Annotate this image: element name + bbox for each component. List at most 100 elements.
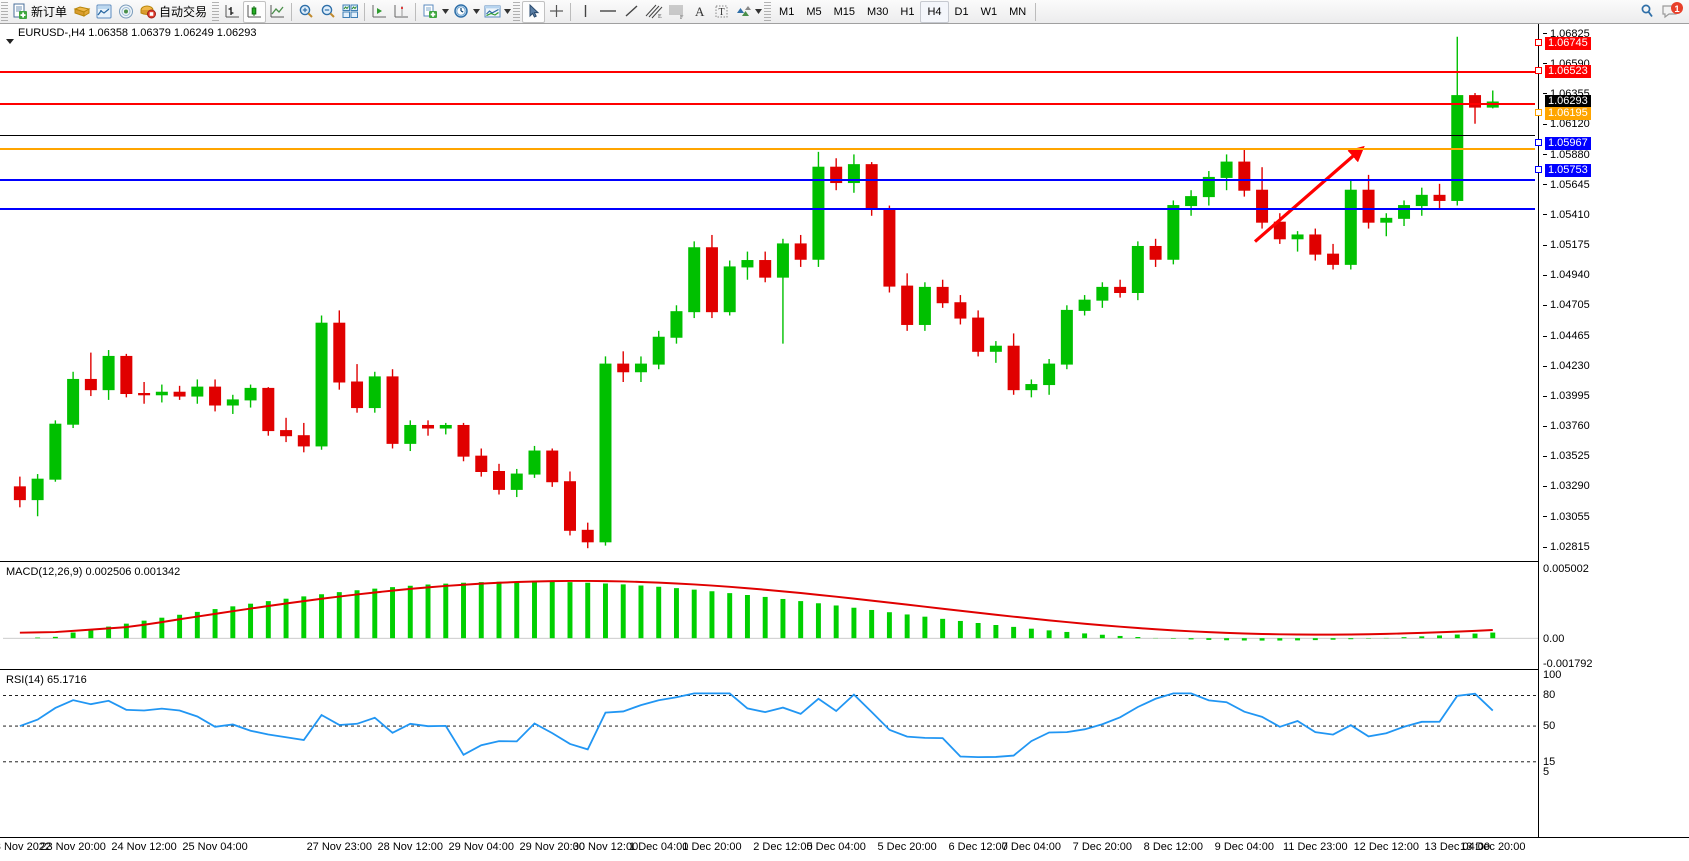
text-label-icon[interactable]: T — [710, 1, 732, 23]
price-tick: 1.05645 — [1543, 179, 1590, 191]
time-tick: 13 Dec 20:00 — [1460, 841, 1526, 853]
macd-title: MACD(12,26,9) 0.002506 0.001342 — [6, 566, 181, 578]
period-clock-icon[interactable] — [450, 1, 472, 23]
time-tick: 7 Dec 04:00 — [1001, 841, 1062, 853]
timeframe-D1[interactable]: D1 — [954, 5, 969, 18]
fibonacci-icon[interactable]: F — [665, 1, 688, 23]
annotation-layer[interactable] — [3, 24, 1538, 561]
price-plot[interactable] — [3, 24, 1538, 561]
price-line-resistance-1[interactable] — [0, 71, 1535, 73]
indicators-dropdown-caret-icon[interactable] — [441, 9, 450, 14]
trendline-icon[interactable] — [620, 1, 642, 23]
auto-trading-button[interactable]: 自动交易 — [137, 1, 211, 23]
period-dropdown-caret-icon[interactable] — [472, 9, 481, 14]
price-tick: 1.03995 — [1543, 390, 1590, 402]
bar-chart-icon[interactable] — [221, 1, 243, 23]
toolbar-grip-2[interactable] — [212, 1, 220, 22]
zoom-in-icon[interactable] — [295, 1, 317, 23]
toolbar-separator-2 — [364, 2, 366, 21]
price-line-resistance-2[interactable] — [0, 103, 1535, 105]
price-level-marker[interactable] — [1535, 67, 1542, 75]
tile-windows-icon[interactable] — [339, 1, 361, 23]
auto-trading-label: 自动交易 — [159, 5, 208, 19]
line-chart-icon[interactable] — [266, 1, 288, 23]
time-tick: 1 Dec 04:00 — [629, 841, 689, 853]
vertical-line-icon[interactable] — [574, 1, 596, 23]
rsi-tick: 80 — [1543, 689, 1556, 702]
price-level-label[interactable]: 1.06745 — [1545, 36, 1591, 50]
zoom-out-icon[interactable] — [317, 1, 339, 23]
rsi-pane[interactable]: RSI(14) 65.1716 — [0, 671, 1689, 776]
timeframe-M15[interactable]: M15 — [833, 5, 855, 18]
trend-arrow[interactable] — [1253, 145, 1365, 243]
timeframe-W1[interactable]: W1 — [980, 5, 998, 18]
price-axis[interactable]: 1.068251.065901.063551.061201.058801.056… — [1535, 24, 1689, 837]
data-window-icon[interactable] — [93, 1, 115, 23]
price-level-marker[interactable] — [1535, 38, 1542, 46]
price-line-current-price — [0, 135, 1535, 136]
folder-icon[interactable] — [71, 1, 93, 23]
chart-shift-icon[interactable] — [390, 1, 412, 23]
symbol-header: EURUSD-,H4 1.06358 1.06379 1.06249 1.062… — [18, 27, 257, 39]
symbol-dropdown-icon[interactable] — [6, 31, 14, 49]
time-tick: 6 Dec 12:00 — [948, 841, 1008, 853]
arrows-shapes-icon[interactable] — [732, 1, 754, 23]
timeframe-M5[interactable]: M5 — [806, 5, 822, 18]
timeframe-M1[interactable]: M1 — [779, 5, 795, 18]
price-line-pivot[interactable] — [0, 148, 1535, 150]
price-level-label[interactable]: 1.06293 — [1545, 94, 1591, 108]
equidistant-channel-icon[interactable]: E — [642, 1, 665, 23]
shapes-dropdown-caret-icon[interactable] — [754, 9, 763, 14]
horizontal-line-icon[interactable] — [596, 1, 620, 23]
price-tick: 1.06120 — [1543, 118, 1590, 130]
time-tick: 2 Dec 12:00 — [753, 841, 813, 853]
rsi-tick: 50 — [1543, 720, 1556, 733]
templates-dropdown-caret-icon[interactable] — [503, 9, 512, 14]
price-level-marker[interactable] — [1535, 165, 1542, 173]
rsi-plot[interactable] — [3, 671, 1538, 776]
crosshair-icon[interactable] — [545, 1, 567, 23]
rsi-tick: 15 — [1543, 755, 1556, 768]
indicators-icon[interactable] — [419, 1, 441, 23]
candlestick-series — [13, 36, 1499, 549]
navigator-icon[interactable] — [115, 1, 137, 23]
time-tick: 13 Dec 04:00 — [1424, 841, 1490, 853]
price-tick: 1.05410 — [1543, 209, 1590, 221]
timeframe-M30[interactable]: M30 — [867, 5, 889, 18]
svg-text:F: F — [680, 15, 684, 20]
price-tick: 1.06825 — [1543, 28, 1590, 40]
notifications-icon[interactable]: 1 — [1659, 1, 1685, 23]
price-level-label[interactable]: 1.06523 — [1545, 65, 1591, 79]
toolbar-grip[interactable] — [1, 1, 8, 22]
toolbar-grip-3[interactable] — [513, 1, 521, 22]
price-line-support-1[interactable] — [0, 179, 1535, 181]
timeframe-H4[interactable]: H4 — [920, 0, 949, 23]
price-line-support-2[interactable] — [0, 208, 1535, 210]
time-tick: 5 Dec 04:00 — [806, 841, 866, 853]
new-order-button[interactable]: 新订单 — [10, 1, 71, 23]
time-tick: 24 Nov 12:00 — [111, 841, 177, 853]
auto-scroll-icon[interactable] — [368, 1, 390, 23]
price-level-marker[interactable] — [1535, 109, 1542, 117]
search-icon[interactable] — [1637, 1, 1659, 23]
price-level-label[interactable]: 1.05967 — [1545, 136, 1591, 150]
macd-pane[interactable]: MACD(12,26,9) 0.002506 0.001342 — [0, 563, 1689, 670]
toolbar-grip-4[interactable] — [764, 1, 772, 22]
rsi-tick: 5 — [1543, 766, 1550, 778]
timeframe-MN[interactable]: MN — [1009, 5, 1027, 18]
cursor-icon[interactable] — [522, 0, 546, 23]
text-tool-icon[interactable]: A — [688, 1, 710, 23]
svg-text:A: A — [695, 4, 705, 19]
chart-area[interactable]: EURUSD-,H4 1.06358 1.06379 1.06249 1.062… — [0, 24, 1689, 861]
price-level-marker[interactable] — [1535, 138, 1542, 146]
price-tick: 1.05175 — [1543, 239, 1590, 251]
templates-icon[interactable] — [481, 1, 503, 23]
candlestick-chart-icon[interactable] — [243, 0, 267, 23]
price-level-label[interactable]: 1.06195 — [1545, 107, 1591, 121]
timeframe-H1[interactable]: H1 — [900, 5, 915, 18]
macd-plot[interactable] — [3, 563, 1538, 669]
price-tick: 1.04705 — [1543, 299, 1590, 311]
price-level-label[interactable]: 1.05753 — [1545, 163, 1591, 177]
price-pane[interactable]: EURUSD-,H4 1.06358 1.06379 1.06249 1.062… — [0, 24, 1689, 562]
